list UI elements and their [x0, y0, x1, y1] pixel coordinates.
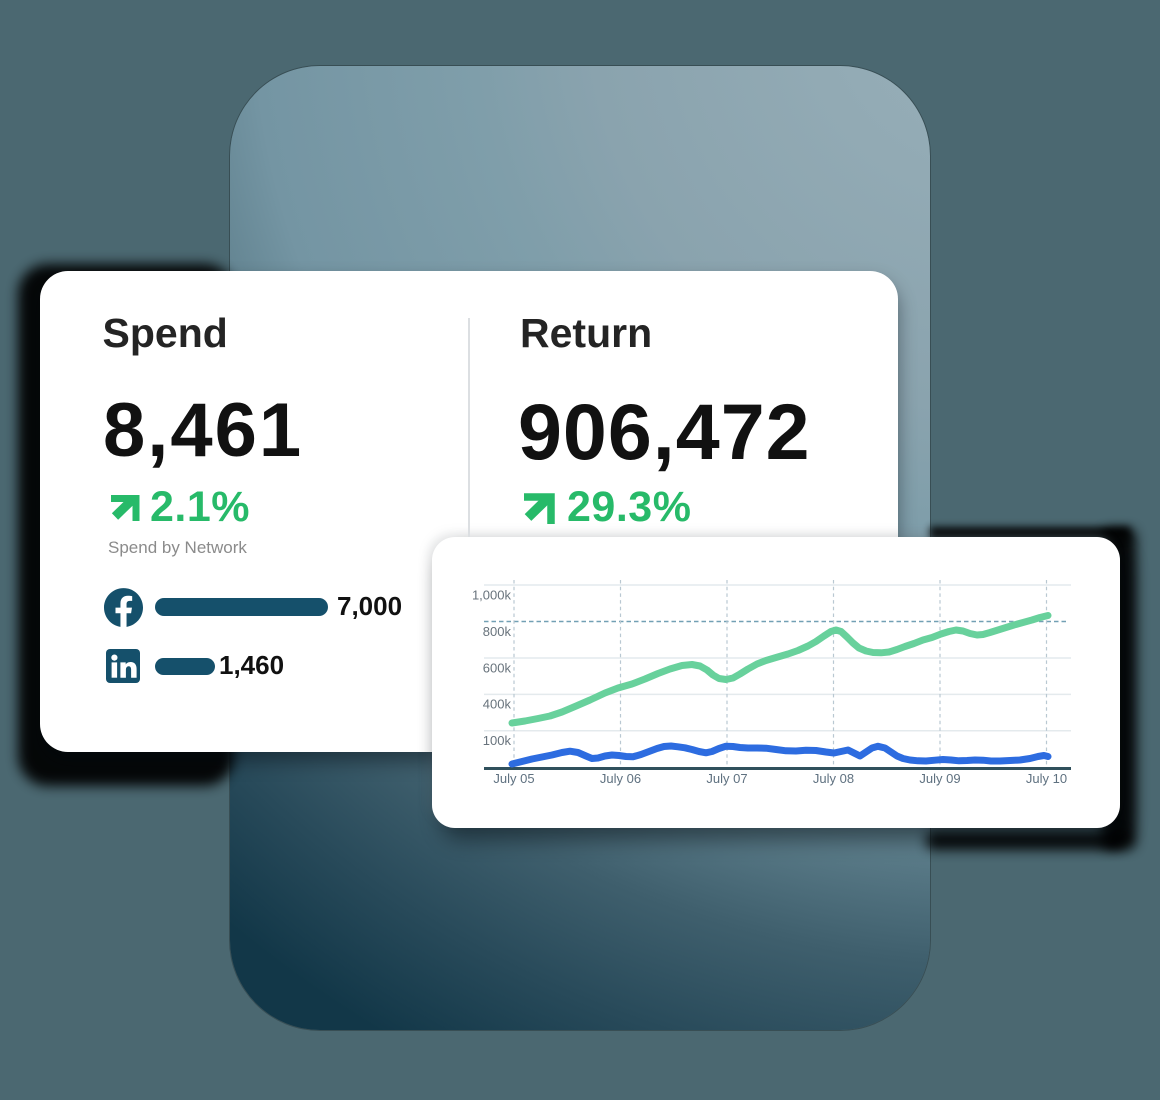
svg-text:July 06: July 06: [600, 771, 641, 786]
svg-text:600k: 600k: [483, 660, 512, 675]
svg-text:1,000k: 1,000k: [472, 588, 512, 603]
svg-text:100k: 100k: [483, 733, 512, 748]
svg-text:July 08: July 08: [813, 771, 854, 786]
svg-text:400k: 400k: [483, 697, 512, 712]
svg-text:July 07: July 07: [706, 771, 747, 786]
svg-text:July 10: July 10: [1026, 771, 1067, 786]
svg-text:800k: 800k: [483, 624, 512, 639]
svg-text:July 09: July 09: [919, 771, 960, 786]
svg-text:July 05: July 05: [493, 771, 534, 786]
